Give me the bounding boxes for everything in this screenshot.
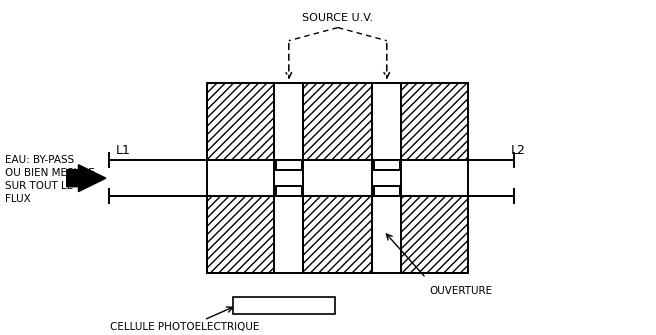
FancyArrow shape [67, 165, 106, 192]
Text: L1: L1 [115, 144, 131, 157]
Text: CELLULE PHOTOELECTRIQUE: CELLULE PHOTOELECTRIQUE [110, 322, 259, 332]
Bar [276, 160, 302, 170]
Bar [401, 196, 468, 273]
Bar [276, 186, 302, 196]
Bar [374, 186, 400, 196]
Bar [234, 297, 335, 314]
Text: SOURCE U.V.: SOURCE U.V. [302, 13, 373, 23]
Text: L2: L2 [511, 144, 525, 157]
Bar [374, 160, 400, 170]
Bar [303, 83, 373, 160]
Bar [207, 83, 468, 273]
Bar [207, 196, 274, 273]
Bar [401, 83, 468, 160]
Bar [207, 83, 274, 160]
Bar [303, 196, 373, 273]
Text: OUVERTURE: OUVERTURE [429, 286, 493, 296]
Text: EAU: BY-PASS
OU BIEN MESURE
SUR TOUT LE
FLUX: EAU: BY-PASS OU BIEN MESURE SUR TOUT LE … [5, 155, 94, 204]
